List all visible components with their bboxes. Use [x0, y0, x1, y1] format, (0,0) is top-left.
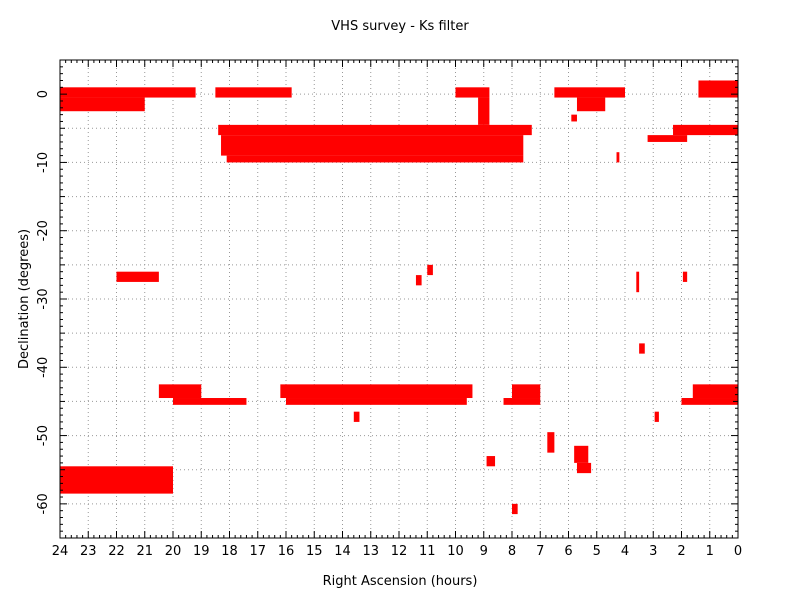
- tick-marks: [59, 60, 739, 538]
- x-tick-label: 6: [564, 544, 572, 559]
- x-tick-label: 12: [391, 544, 408, 559]
- coverage-patch: [636, 271, 640, 293]
- coverage-patch: [218, 124, 532, 136]
- y-tick-label: -60: [36, 493, 51, 514]
- x-tick-labels: 24 23 22 21 20 19 18 17 16 15 14 13 12 11 10 9 8 7 6 5 4 3 2 1 0: [52, 544, 742, 559]
- x-tick-label: 15: [306, 544, 323, 559]
- coverage-patch: [286, 398, 467, 405]
- x-tick-label: 17: [249, 544, 266, 559]
- coverage-patch: [681, 398, 738, 405]
- x-tick-label: 9: [480, 544, 488, 559]
- coverage-patch: [639, 343, 645, 354]
- coverage-patch: [158, 384, 202, 399]
- x-tick-label: 18: [221, 544, 238, 559]
- x-tick-label: 14: [334, 544, 351, 559]
- coverage-patch: [280, 384, 473, 399]
- coverage-patch: [698, 80, 738, 98]
- x-tick-label: 16: [278, 544, 295, 559]
- coverage-patch: [173, 398, 247, 405]
- coverage-patch: [116, 271, 159, 282]
- x-tick-label: 1: [706, 544, 714, 559]
- coverage-patch: [576, 97, 606, 112]
- coverage-patch: [512, 384, 541, 399]
- y-tick-labels: 0 -10 -20 -30 -40 -50 -60: [36, 90, 51, 514]
- x-tick-label: 3: [649, 544, 657, 559]
- y-tick-label: -40: [36, 357, 51, 378]
- coverage-patch: [692, 384, 738, 399]
- x-tick-label: 11: [419, 544, 436, 559]
- coverage-patch: [673, 124, 738, 136]
- coverage-patch: [60, 87, 196, 98]
- y-tick-label: -10: [36, 152, 51, 173]
- x-tick-label: 23: [80, 544, 97, 559]
- coverage-patch: [415, 275, 422, 286]
- x-tick-label: 21: [136, 544, 153, 559]
- coverage-patch: [486, 456, 496, 467]
- y-tick-label: -20: [36, 220, 51, 241]
- x-tick-label: 22: [108, 544, 125, 559]
- y-axis-label: Declination (degrees): [17, 229, 32, 369]
- y-tick-label: -30: [36, 288, 51, 309]
- coverage-patch: [576, 462, 592, 474]
- x-tick-label: 20: [165, 544, 182, 559]
- x-axis-label: Right Ascension (hours): [323, 574, 478, 589]
- coverage-patch: [682, 271, 688, 282]
- coverage-patch: [353, 411, 360, 422]
- coverage-patch: [427, 264, 433, 276]
- coverage-patch: [215, 87, 292, 98]
- coverage-patch: [60, 97, 145, 112]
- coverage-patch: [574, 445, 589, 463]
- x-tick-label: 4: [621, 544, 629, 559]
- coverage-patch: [221, 135, 524, 156]
- x-tick-label: 2: [677, 544, 685, 559]
- x-tick-label: 7: [536, 544, 544, 559]
- coverage-patches: [60, 80, 738, 515]
- coverage-patch: [226, 155, 524, 163]
- y-tick-label: -50: [36, 425, 51, 446]
- coverage-patch: [512, 503, 518, 515]
- x-tick-label: 13: [362, 544, 379, 559]
- x-tick-label: 10: [447, 544, 464, 559]
- coverage-patch: [647, 135, 688, 142]
- coverage-patch: [503, 398, 541, 405]
- coverage-patch: [455, 87, 490, 98]
- chart-title: VHS survey - Ks filter: [331, 19, 469, 34]
- coverage-patch: [478, 97, 490, 125]
- coverage-patch: [616, 152, 620, 163]
- x-tick-label: 19: [193, 544, 210, 559]
- coverage-patch: [554, 87, 625, 98]
- y-tick-label: 0: [36, 90, 51, 98]
- coverage-patch: [654, 411, 659, 422]
- x-tick-label: 5: [593, 544, 601, 559]
- coverage-patch: [571, 114, 577, 122]
- x-tick-label: 0: [734, 544, 742, 559]
- coverage-patch: [547, 432, 555, 453]
- x-tick-label: 8: [508, 544, 516, 559]
- coverage-patch: [60, 466, 173, 494]
- x-tick-label: 24: [52, 544, 69, 559]
